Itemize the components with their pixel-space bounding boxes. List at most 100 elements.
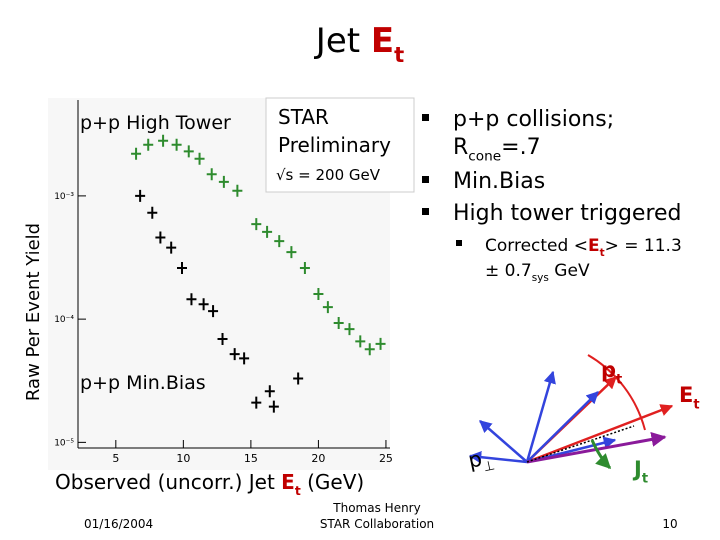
y-tick-label: 10⁻⁴: [54, 315, 74, 325]
diagram: [468, 354, 674, 470]
point: [239, 352, 250, 365]
arrow: [526, 404, 674, 464]
text-part: t: [642, 471, 648, 486]
bullet: [456, 240, 462, 246]
text-part: sys: [532, 272, 549, 284]
point: [251, 396, 262, 409]
y-tick-label: 10⁻³: [54, 192, 74, 202]
text-part: GeV: [549, 261, 590, 281]
bullet: [422, 114, 429, 121]
text-part: t: [600, 247, 605, 259]
bullet-text: High tower triggered: [453, 201, 682, 226]
text-part: E: [371, 21, 394, 61]
text-part: J: [632, 457, 642, 481]
point: [344, 323, 355, 336]
point: [264, 385, 275, 398]
x-tick-label: 5: [112, 452, 119, 465]
text-part: E: [588, 236, 600, 256]
point: [218, 175, 229, 188]
x-tick-label: 25: [379, 452, 393, 465]
x-tick-label: 15: [244, 452, 258, 465]
point: [262, 225, 273, 238]
text-part: t: [693, 397, 699, 412]
text-part: E: [281, 470, 295, 494]
text-part: (GeV): [301, 470, 364, 494]
sub-bullet-text: ± 0.7sys GeV: [485, 261, 590, 284]
text-part: p: [466, 447, 484, 473]
point: [135, 189, 146, 202]
point: [217, 332, 228, 345]
series-label: p+p Min.Bias: [80, 372, 206, 394]
point: [229, 348, 240, 361]
text-part: > = 11.3: [605, 236, 682, 256]
point: [171, 138, 182, 151]
x-axis-label: Observed (uncorr.) Jet Et (GeV): [55, 470, 364, 498]
point: [198, 298, 209, 311]
text-part: t: [616, 372, 622, 387]
title: Jet Et: [314, 21, 404, 67]
text-part: p: [601, 358, 616, 382]
arrow: [590, 439, 612, 470]
diagram-label: Jt: [632, 457, 648, 486]
point: [183, 145, 194, 158]
point: [143, 138, 154, 151]
text-part: ⊥: [482, 458, 496, 475]
point: [299, 261, 310, 274]
point: [166, 241, 177, 254]
text-part: ± 0.7: [485, 261, 532, 281]
x-tick-label: 20: [311, 452, 325, 465]
text-part: Corrected <: [485, 236, 588, 256]
sub-bullet-text: Corrected <Et> = 11.3: [485, 236, 682, 259]
arc: [587, 354, 646, 431]
bullet-text: Min.Bias: [453, 169, 545, 194]
text-part: =.7: [501, 135, 540, 160]
arrow: [526, 391, 599, 463]
arrow: [525, 370, 556, 463]
point: [177, 261, 187, 274]
bullet: [422, 176, 429, 183]
text-part: t: [295, 483, 301, 498]
bullet-text: Rcone=.7: [453, 135, 541, 165]
arrow: [479, 420, 528, 463]
bullet-text: p+p collisions;: [453, 107, 614, 132]
point: [364, 343, 375, 356]
point: [186, 293, 197, 306]
annotation: STAR: [278, 105, 329, 129]
point: [232, 184, 243, 197]
point: [158, 134, 169, 147]
point: [286, 246, 297, 259]
x-tick-label: 10: [176, 452, 190, 465]
page-number: 10: [662, 517, 677, 531]
annotation-box: [265, 97, 415, 193]
y-axis-label: Raw Per Event Yield: [23, 223, 44, 401]
point: [206, 168, 217, 181]
point: [293, 372, 304, 385]
dotted-line: [526, 425, 635, 463]
footer-date: 01/16/2004: [84, 517, 153, 531]
annotation: Preliminary: [278, 133, 391, 157]
text-part: t: [394, 42, 404, 67]
text-part: R: [453, 135, 468, 160]
point: [375, 337, 386, 350]
footer-author: STAR Collaboration: [320, 517, 434, 531]
point: [313, 287, 324, 300]
point: [268, 400, 279, 413]
series-label: p+p High Tower: [80, 112, 231, 134]
point: [333, 317, 344, 330]
point: [147, 206, 158, 219]
y-tick-label: 10⁻⁵: [54, 438, 74, 448]
footer-author: Thomas Henry: [332, 501, 420, 515]
point: [251, 218, 262, 231]
point: [131, 147, 142, 160]
point: [155, 231, 166, 244]
point: [322, 301, 333, 314]
text-part: E: [679, 383, 693, 407]
bullet: [422, 208, 429, 215]
point: [208, 305, 219, 318]
annotation: √s = 200 GeV: [276, 166, 381, 184]
diagram-label: pt: [601, 358, 622, 387]
text-part: Jet: [314, 21, 371, 61]
text-part: cone: [468, 149, 501, 165]
point: [274, 235, 285, 248]
